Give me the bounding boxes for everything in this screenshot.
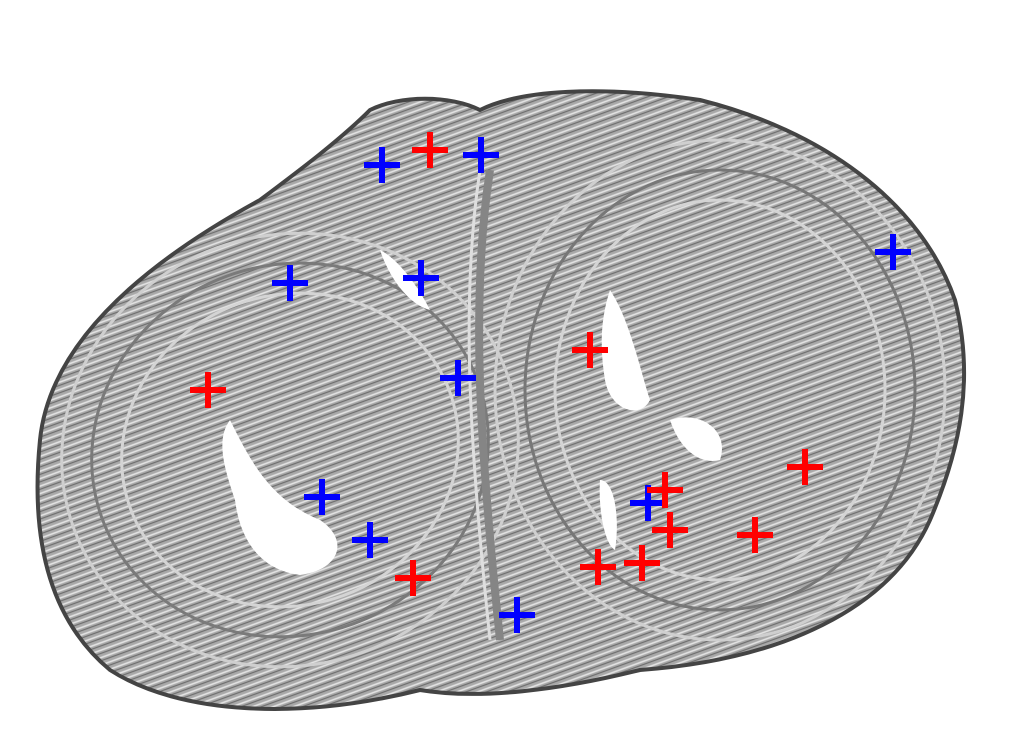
red-marker [412,132,448,168]
red-marker [652,512,688,548]
red-marker [647,472,683,508]
blue-marker [463,137,499,173]
blue-marker [440,360,476,396]
blue-marker [352,522,388,558]
blue-marker [304,479,340,515]
tissue [35,89,967,711]
red-marker [624,545,660,581]
red-marker [190,372,226,408]
red-marker [737,517,773,553]
red-marker [395,560,431,596]
rings [60,138,947,669]
blue-marker [272,265,308,301]
blue-marker [499,597,535,633]
blue-marker [403,260,439,296]
red-marker [787,449,823,485]
blue-marker [364,147,400,183]
blue-marker [875,234,911,270]
markers [190,132,911,633]
cavities [222,250,722,575]
red-marker [580,549,616,585]
red-marker [572,332,608,368]
